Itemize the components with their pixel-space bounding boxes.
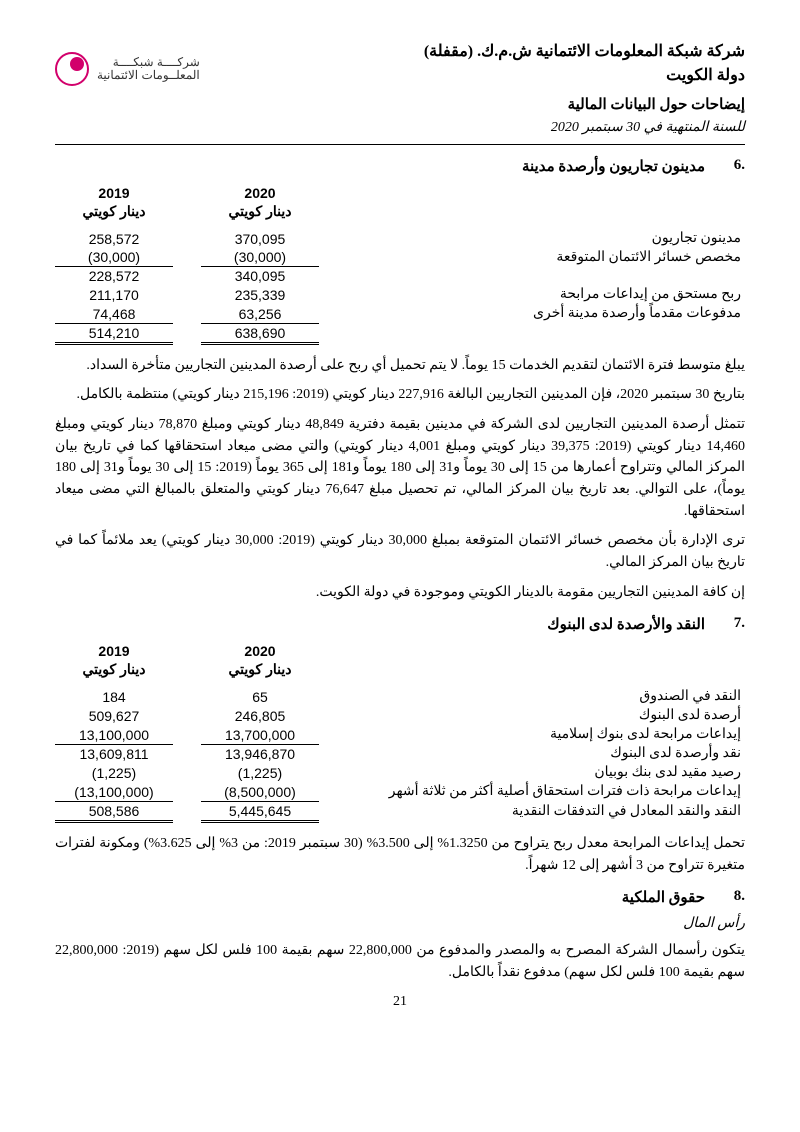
period-text: للسنة المنتهية في 30 سبتمبر 2020 <box>424 117 745 138</box>
cell: 211,170 <box>55 285 173 304</box>
cell: 65 <box>201 687 319 706</box>
cell: 13,946,870 <box>201 744 319 763</box>
cell: 340,095 <box>201 267 319 286</box>
table-row: أرصدة لدى البنوك 246,805 509,627 <box>55 706 745 725</box>
table-row: دينار كويتي دينار كويتي <box>55 660 745 679</box>
section8-num: .8 <box>725 888 745 907</box>
section7-table: 2020 2019 دينار كويتي دينار كويتي النقد … <box>55 642 745 823</box>
year-2020: 2020 <box>201 184 319 202</box>
section6-header: .6 مدينون تجاريون وأرصدة مدينة <box>55 157 745 176</box>
table-row: 2020 2019 <box>55 184 745 202</box>
cell: (13,100,000) <box>55 782 173 801</box>
cell: 74,468 <box>55 304 173 323</box>
section8-sub: رأس المال <box>55 915 745 932</box>
section6-title: مدينون تجاريون وأرصدة مدينة <box>522 157 705 176</box>
section7-header: .7 النقد والأرصدة لدى البنوك <box>55 615 745 634</box>
cell: 13,100,000 <box>55 725 173 744</box>
row-label: مدينون تجاريون <box>319 229 745 248</box>
cell: (1,225) <box>55 763 173 782</box>
row-label: نقد وأرصدة لدى البنوك <box>319 744 745 763</box>
section6-p3: تتمثل أرصدة المدينين التجاريين لدى الشرك… <box>55 414 745 522</box>
cell: 258,572 <box>55 229 173 248</box>
section8-header: .8 حقوق الملكية <box>55 888 745 907</box>
table-row: 2020 2019 <box>55 642 745 660</box>
section7-p1: تحمل إيداعات المرابحة معدل ربح يتراوح من… <box>55 833 745 876</box>
table-row: نقد وأرصدة لدى البنوك 13,946,870 13,609,… <box>55 744 745 763</box>
cell: 63,256 <box>201 304 319 323</box>
table-row: مخصص خسائر الائتمان المتوقعة (30,000) (3… <box>55 248 745 267</box>
currency-label: دينار كويتي <box>201 660 319 679</box>
cell: 5,445,645 <box>201 801 319 821</box>
country-name: دولة الكويت <box>424 64 745 88</box>
section6-p2: بتاريخ 30 سبتمبر 2020، فإن المدينين التج… <box>55 384 745 406</box>
cell: (30,000) <box>201 248 319 267</box>
cell: 228,572 <box>55 267 173 286</box>
table-row: إيداعات مرابحة ذات فترات استحقاق أصلية أ… <box>55 782 745 801</box>
row-label: مخصص خسائر الائتمان المتوقعة <box>319 248 745 267</box>
section6-p4: ترى الإدارة بأن مخصص خسائر الائتمان المت… <box>55 530 745 573</box>
logo-block: شركــــة شبكــــة المعلــومات الائتمانية <box>55 40 200 86</box>
table-row: إيداعات مرابحة لدى بنوك إسلامية 13,700,0… <box>55 725 745 744</box>
logo-icon <box>55 52 89 86</box>
company-name: شركة شبكة المعلومات الائتمانية ش.م.ك. (م… <box>424 40 745 64</box>
cell: 638,690 <box>201 323 319 343</box>
row-label: أرصدة لدى البنوك <box>319 706 745 725</box>
table-row: مدفوعات مقدماً وأرصدة مدينة أخرى 63,256 … <box>55 304 745 323</box>
table-row: النقد في الصندوق 65 184 <box>55 687 745 706</box>
cell: 235,339 <box>201 285 319 304</box>
logo-line2: المعلــومات الائتمانية <box>97 69 200 82</box>
notes-title: إيضاحات حول البيانات المالية <box>424 94 745 117</box>
table-row: 340,095 228,572 <box>55 267 745 286</box>
cell: 246,805 <box>201 706 319 725</box>
section6-p5: إن كافة المدينين التجاريين مقومة بالدينا… <box>55 582 745 604</box>
page-container: شركة شبكة المعلومات الائتمانية ش.م.ك. (م… <box>0 0 800 1132</box>
table-row: دينار كويتي دينار كويتي <box>55 202 745 221</box>
table-row: النقد والنقد المعادل في التدفقات النقدية… <box>55 801 745 821</box>
year-2020: 2020 <box>201 642 319 660</box>
cell: 370,095 <box>201 229 319 248</box>
cell: 184 <box>55 687 173 706</box>
table-row: 638,690 514,210 <box>55 323 745 343</box>
cell: (30,000) <box>55 248 173 267</box>
year-2019: 2019 <box>55 642 173 660</box>
cell: 509,627 <box>55 706 173 725</box>
row-label: رصيد مقيد لدى بنك بوبيان <box>319 763 745 782</box>
logo-text: شركــــة شبكــــة المعلــومات الائتمانية <box>97 56 200 82</box>
table-row: مدينون تجاريون 370,095 258,572 <box>55 229 745 248</box>
table-row: ربح مستحق من إيداعات مرابحة 235,339 211,… <box>55 285 745 304</box>
currency-label: دينار كويتي <box>55 660 173 679</box>
cell: (1,225) <box>201 763 319 782</box>
page-number: 21 <box>55 994 745 1010</box>
row-label: النقد والنقد المعادل في التدفقات النقدية <box>319 801 745 821</box>
row-label: مدفوعات مقدماً وأرصدة مدينة أخرى <box>319 304 745 323</box>
row-label: إيداعات مرابحة لدى بنوك إسلامية <box>319 725 745 744</box>
row-label: إيداعات مرابحة ذات فترات استحقاق أصلية أ… <box>319 782 745 801</box>
section7-num: .7 <box>725 615 745 634</box>
section6-num: .6 <box>725 157 745 176</box>
cell: 13,609,811 <box>55 744 173 763</box>
cell: 514,210 <box>55 323 173 343</box>
header-text: شركة شبكة المعلومات الائتمانية ش.م.ك. (م… <box>424 40 745 138</box>
cell: (8,500,000) <box>201 782 319 801</box>
section8-title: حقوق الملكية <box>622 888 705 907</box>
year-2019: 2019 <box>55 184 173 202</box>
table-row: رصيد مقيد لدى بنك بوبيان (1,225) (1,225) <box>55 763 745 782</box>
section8-p1: يتكون رأسمال الشركة المصرح به والمصدر وا… <box>55 940 745 983</box>
section6-p1: يبلغ متوسط فترة الائتمان لتقديم الخدمات … <box>55 355 745 377</box>
cell: 13,700,000 <box>201 725 319 744</box>
section6-table: 2020 2019 دينار كويتي دينار كويتي مدينون… <box>55 184 745 345</box>
currency-label: دينار كويتي <box>201 202 319 221</box>
row-label: ربح مستحق من إيداعات مرابحة <box>319 285 745 304</box>
row-label: النقد في الصندوق <box>319 687 745 706</box>
section7-title: النقد والأرصدة لدى البنوك <box>547 615 705 634</box>
cell: 508,586 <box>55 801 173 821</box>
currency-label: دينار كويتي <box>55 202 173 221</box>
page-header: شركة شبكة المعلومات الائتمانية ش.م.ك. (م… <box>55 40 745 145</box>
